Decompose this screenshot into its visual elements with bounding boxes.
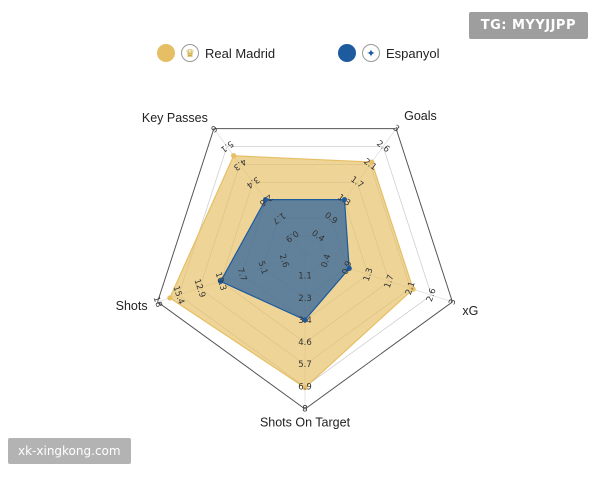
tick-label: 2.3 bbox=[298, 294, 312, 304]
tick-label: 2.6 bbox=[277, 253, 291, 269]
series-point bbox=[346, 265, 352, 271]
series-point bbox=[369, 159, 375, 165]
real-madrid-crest-icon: ♛ bbox=[181, 44, 199, 62]
tick-label: 3 bbox=[391, 123, 401, 134]
tick-label: 0.4 bbox=[320, 253, 334, 269]
tick-label: 1.7 bbox=[383, 274, 397, 290]
radar-series-areas bbox=[167, 153, 416, 391]
axis-label-shots: Shots bbox=[116, 299, 148, 313]
axis-label-shots-on-target: Shots On Target bbox=[260, 415, 351, 429]
tick-label: 4.6 bbox=[298, 338, 312, 348]
legend-label: Espanyol bbox=[386, 45, 440, 61]
legend-item-espanyol[interactable]: ✦ Espanyol bbox=[338, 42, 439, 64]
tick-label: 1.1 bbox=[298, 272, 312, 282]
legend-swatch bbox=[157, 44, 175, 62]
tick-label: 2.1 bbox=[404, 280, 418, 296]
axis-label-key-passes: Key Passes bbox=[142, 111, 208, 125]
series-point bbox=[410, 286, 416, 292]
series-point bbox=[167, 295, 173, 301]
tick-label: 18 bbox=[151, 295, 164, 308]
tick-label: 5.7 bbox=[298, 360, 312, 370]
series-point bbox=[218, 278, 224, 285]
site-tag: xk-xingkong.com bbox=[8, 438, 131, 464]
espanyol-crest-icon: ✦ bbox=[362, 44, 380, 62]
tick-label: 3 bbox=[447, 298, 458, 306]
series-point bbox=[341, 197, 348, 203]
tick-label: 3.4 bbox=[298, 316, 312, 326]
tick-label: 1.3 bbox=[362, 267, 376, 283]
tick-label: 0.9 bbox=[341, 260, 355, 276]
radar-tick-labels: 0.40.91.31.72.12.630.4 0.9 1.3 1.7 2.1 2.6 31.… bbox=[151, 123, 459, 415]
axis-label-xg: xG bbox=[462, 304, 478, 318]
series-area-espanyol bbox=[219, 199, 350, 321]
tick-label: 2.6 bbox=[425, 287, 439, 303]
series-point bbox=[262, 197, 269, 203]
series-point bbox=[302, 385, 308, 391]
tick-label: 6 bbox=[208, 123, 218, 134]
axis-label-goals: Goals bbox=[404, 109, 437, 123]
tick-label: 7.7 bbox=[235, 267, 249, 283]
radar-axis-labels: Goals xG Shots On Target Shots Key Passes bbox=[116, 109, 479, 429]
tick-label: 6.9 bbox=[298, 382, 312, 392]
series-point bbox=[231, 153, 237, 159]
tick-label: 2.6 bbox=[374, 139, 391, 155]
radar-ring bbox=[156, 128, 454, 410]
series-point bbox=[302, 317, 308, 323]
tick-label: 5.1 bbox=[256, 260, 270, 276]
legend-item-real-madrid[interactable]: ♛ Real Madrid bbox=[157, 42, 275, 64]
watermark: TG: MYYJJPP bbox=[468, 12, 588, 39]
tick-label: 5.1 bbox=[218, 138, 235, 154]
tick-label: 8 bbox=[302, 405, 307, 415]
legend-label: Real Madrid bbox=[205, 45, 276, 61]
legend-swatch bbox=[338, 44, 356, 62]
